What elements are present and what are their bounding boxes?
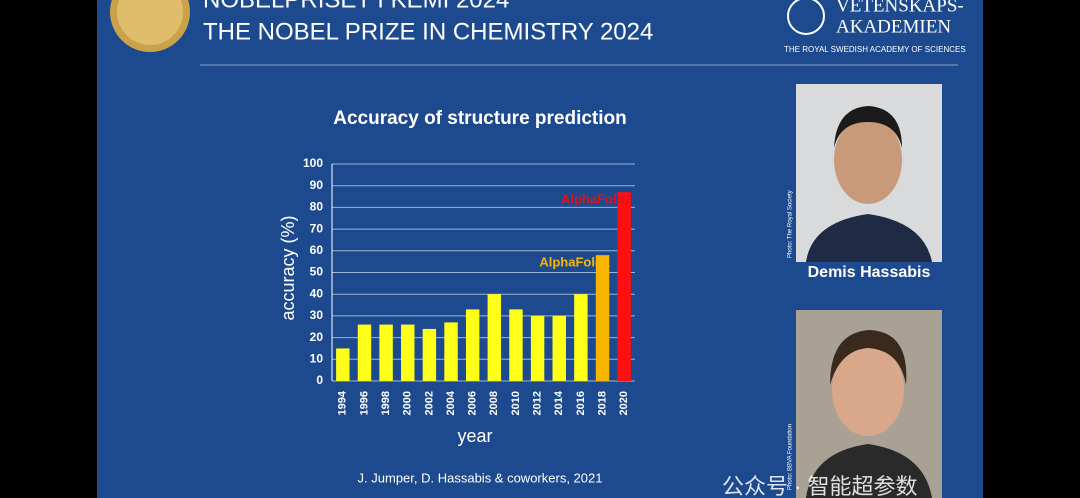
y-tick-label: 0 <box>316 373 323 387</box>
watermark: 公众号 · 智能超参数 <box>722 474 918 498</box>
y-tick-label: 70 <box>310 221 324 235</box>
academy-sub: THE ROYAL SWEDISH ACADEMY OF SCIENCES <box>784 45 966 54</box>
bar <box>595 255 610 381</box>
y-tick-label: 30 <box>310 308 324 322</box>
y-tick-label: 40 <box>310 286 324 300</box>
x-tick-label: 2010 <box>510 391 522 415</box>
y-tick-label: 20 <box>310 330 324 344</box>
annotation: AlphaFold2 <box>561 192 632 207</box>
x-tick-label: 2014 <box>553 390 565 415</box>
chart-title: Accuracy of structure prediction <box>333 108 627 129</box>
y-tick-label: 50 <box>310 265 324 279</box>
photo-face <box>832 344 904 436</box>
bar <box>336 348 350 381</box>
photo-suit <box>806 214 932 262</box>
bar <box>357 324 372 381</box>
x-tick-label: 2020 <box>618 391 630 415</box>
bar <box>465 309 480 381</box>
y-axis-label: accuracy (%) <box>278 215 298 320</box>
photo-credit: Photo: BBVA Foundation <box>788 424 794 490</box>
x-tick-label: 2006 <box>467 391 479 415</box>
x-tick-label: 2000 <box>402 391 414 415</box>
photo-face <box>834 116 902 204</box>
bar <box>552 315 566 381</box>
photo-credit: Photo: The Royal Society <box>788 190 794 258</box>
citation: J. Jumper, D. Hassabis & coworkers, 2021 <box>358 470 603 485</box>
photo-hair <box>830 330 907 385</box>
y-tick-label: 80 <box>310 200 324 214</box>
header-title: THE NOBEL PRIZE IN CHEMISTRY 2024 <box>203 18 653 45</box>
x-tick-label: 2018 <box>596 391 608 415</box>
photo-jacket <box>806 444 932 498</box>
photo-hair <box>834 106 902 148</box>
x-tick-label: 1994 <box>337 390 349 415</box>
bar <box>530 315 545 381</box>
x-axis-label: year <box>457 426 492 446</box>
academy-line2: AKADEMIEN <box>836 16 951 37</box>
medal-inner <box>117 0 183 45</box>
header-title-top: NOBELPRISET I KEMI 2024 <box>203 0 509 13</box>
bar <box>401 324 415 381</box>
bar <box>574 294 588 381</box>
plot: 0 10 20 30 40 50 60 70 80 90 100 1994 1996 1998 2000 20… <box>303 156 635 415</box>
y-tick-label: 10 <box>310 351 324 365</box>
x-tick-label: 1996 <box>358 391 370 415</box>
bar <box>509 309 523 381</box>
academy-line1: VETENSKAPS- <box>836 0 964 16</box>
x-tick-label: 1998 <box>380 391 392 415</box>
bar <box>444 322 458 381</box>
annotation: AlphaFold1 <box>539 255 610 270</box>
bar <box>422 328 437 381</box>
y-tick-label: 100 <box>303 156 323 170</box>
x-tick-label: 2012 <box>532 391 544 415</box>
y-tick-label: 60 <box>310 243 324 257</box>
bar <box>617 192 631 381</box>
bar <box>487 294 502 381</box>
academy-logo <box>787 0 825 35</box>
x-tick-label: 2002 <box>423 391 435 415</box>
x-tick-label: 2016 <box>575 391 587 415</box>
y-tick-label: 90 <box>310 178 324 192</box>
person-name: Demis Hassabis <box>808 264 931 281</box>
bar <box>379 324 393 381</box>
x-tick-label: 2004 <box>445 390 457 415</box>
x-tick-label: 2008 <box>488 391 500 415</box>
